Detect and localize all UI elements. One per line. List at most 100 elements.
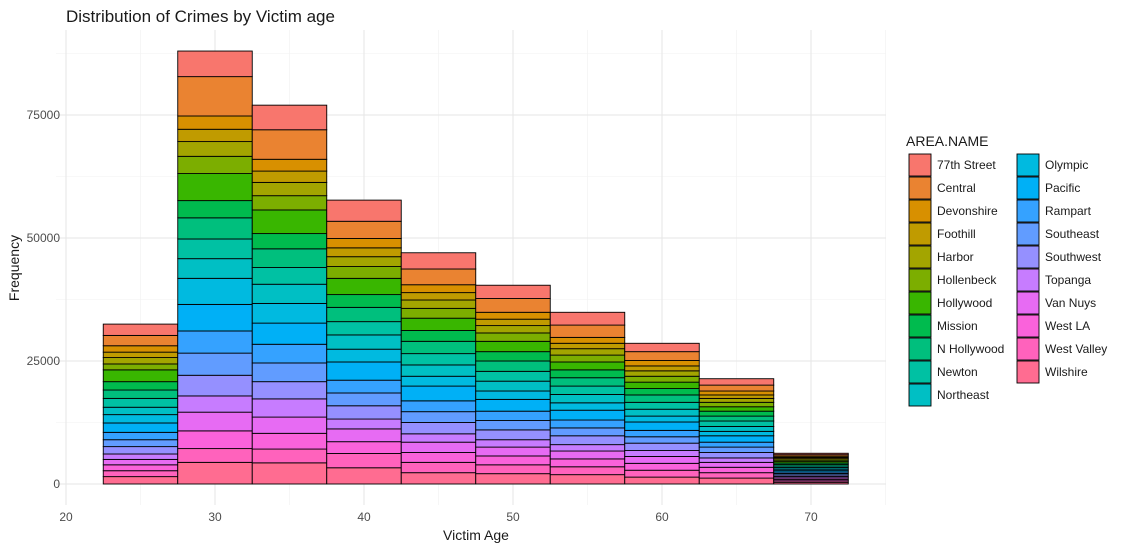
bar-segment-northeast: [251, 283, 328, 304]
bar-segment-mission: [698, 410, 775, 417]
bar-segment-pacific: [475, 398, 551, 412]
axes: 0 25000 50000 75000 20 30 40 50 60 70: [27, 108, 818, 524]
legend-key-central: [908, 176, 932, 200]
bar-segment-central: [698, 384, 775, 392]
bar-segment-hollywood: [177, 173, 253, 202]
bar-segment-n-hollywood: [326, 306, 402, 323]
bar-segment-southeast: [475, 420, 551, 431]
bar-segment-mission: [624, 388, 700, 396]
bar-segment-n-hollywood: [698, 415, 775, 422]
bar-segment-hollywood: [624, 381, 700, 390]
bar-segment-southeast: [400, 411, 477, 423]
legend-key-southeast: [1016, 222, 1040, 246]
bar-segment-hollenbeck: [102, 363, 179, 371]
bar-segment-newton: [549, 385, 626, 395]
bar-segment-newton: [698, 420, 775, 427]
bar-segment-rampart: [177, 330, 253, 354]
bar-segment-77th-street: [475, 284, 551, 299]
bar-segment-west-la: [475, 455, 551, 466]
bar-segment-hollywood: [326, 277, 402, 296]
legend-key-hollywood: [908, 291, 932, 315]
bar-segment-foothill: [102, 351, 179, 359]
bar-segment-n-hollywood: [549, 377, 626, 387]
legend-label-hollenbeck: Hollenbeck: [937, 273, 997, 287]
bar-segment-pacific: [326, 361, 402, 381]
legend-label-77th-street: 77th Street: [937, 158, 996, 172]
bar-segment-hollenbeck: [326, 266, 402, 279]
bar-segment-hollywood: [698, 406, 775, 412]
bar-segment-topanga: [400, 433, 477, 443]
bar-segment-harbor: [102, 357, 179, 365]
bar-segment-rampart: [624, 429, 700, 438]
bar-segment-central: [251, 129, 328, 160]
bar-segment-central: [177, 76, 253, 117]
bar-segment-west-la: [549, 458, 626, 468]
bar-segment-devonshire: [400, 284, 477, 294]
bar-segment-topanga: [698, 457, 775, 463]
bar-segment-mission: [326, 294, 402, 308]
bar-segment-rampart: [102, 431, 179, 441]
bar-segment-southeast: [177, 352, 253, 376]
legend-key-van-nuys: [1016, 291, 1040, 315]
bar-segment-rampart: [326, 379, 402, 394]
bar-segment-van-nuys: [400, 441, 477, 453]
legend-label-rampart: Rampart: [1045, 204, 1092, 218]
legend-key-topanga: [1016, 268, 1040, 292]
bar-segment-hollenbeck: [698, 401, 775, 408]
bar-segment-topanga: [475, 439, 551, 448]
bar-segment-van-nuys: [475, 446, 551, 457]
legend-label-west-valley: West Valley: [1045, 342, 1107, 356]
bar-segment-rampart: [400, 400, 477, 413]
bar-segment-pacific: [624, 421, 700, 431]
bar-segment-west-valley: [624, 469, 700, 478]
bar-segment-hollenbeck: [177, 155, 253, 174]
bar-segment-mission: [475, 351, 551, 362]
legend-label-northeast: Northeast: [937, 388, 990, 402]
bar-segment-wilshire: [624, 476, 700, 485]
bar-segment-van-nuys: [549, 450, 626, 460]
bar-segment-southwest: [251, 381, 328, 400]
bar-segment-foothill: [251, 170, 328, 183]
bar-segment-hollenbeck: [251, 195, 328, 211]
bar-segment-foothill: [177, 128, 253, 143]
x-tick-label: 30: [208, 510, 222, 524]
bar-segment-harbor: [698, 397, 775, 403]
bar-segment-southwest: [549, 435, 626, 446]
bar-segment-hollywood: [251, 209, 328, 235]
bar-segment-northeast: [400, 364, 477, 377]
bar-segment-mission: [549, 369, 626, 379]
bar-segment-n-hollywood: [624, 394, 700, 403]
x-tick-label: 60: [655, 510, 669, 524]
bar-segment-southeast: [326, 392, 402, 407]
bar-segment-hollywood: [400, 317, 477, 331]
bar-segment-rampart: [698, 441, 775, 448]
bar-segment-southwest: [698, 452, 775, 459]
bar-segment-van-nuys: [177, 411, 253, 432]
bar-segment-west-la: [624, 462, 700, 471]
bar-segment-newton: [326, 321, 402, 336]
bar-segment-harbor: [177, 141, 253, 157]
bar-segment-hollywood: [102, 369, 179, 383]
legend-label-topanga: Topanga: [1045, 273, 1091, 287]
bar-segment-northeast: [549, 394, 626, 404]
bar-segment-central: [400, 268, 477, 286]
bar-segment-newton: [102, 397, 179, 408]
bar-segment-west-valley: [102, 470, 179, 478]
bar-segment-mission: [102, 381, 179, 391]
bar-segment-west-valley: [698, 472, 775, 479]
bar-segment-southwest: [326, 405, 402, 420]
bar-segment-devonshire: [251, 158, 328, 172]
bar-segment-pacific: [102, 422, 179, 433]
bar-segment-van-nuys: [102, 458, 179, 466]
bar-segment-topanga: [102, 453, 179, 460]
legend-key-rampart: [1016, 199, 1040, 223]
legend-key-n-hollywood: [908, 337, 932, 361]
bar-segment-hollywood: [475, 340, 551, 353]
bar-segment-mission: [251, 233, 328, 250]
bar-segment-harbor: [400, 299, 477, 309]
bar-segment-van-nuys: [624, 455, 700, 464]
bar-segment-northeast: [624, 408, 700, 417]
bar-segment-olympic: [549, 402, 626, 411]
legend-key-west-valley: [1016, 337, 1040, 361]
legend-label-pacific: Pacific: [1045, 181, 1080, 195]
